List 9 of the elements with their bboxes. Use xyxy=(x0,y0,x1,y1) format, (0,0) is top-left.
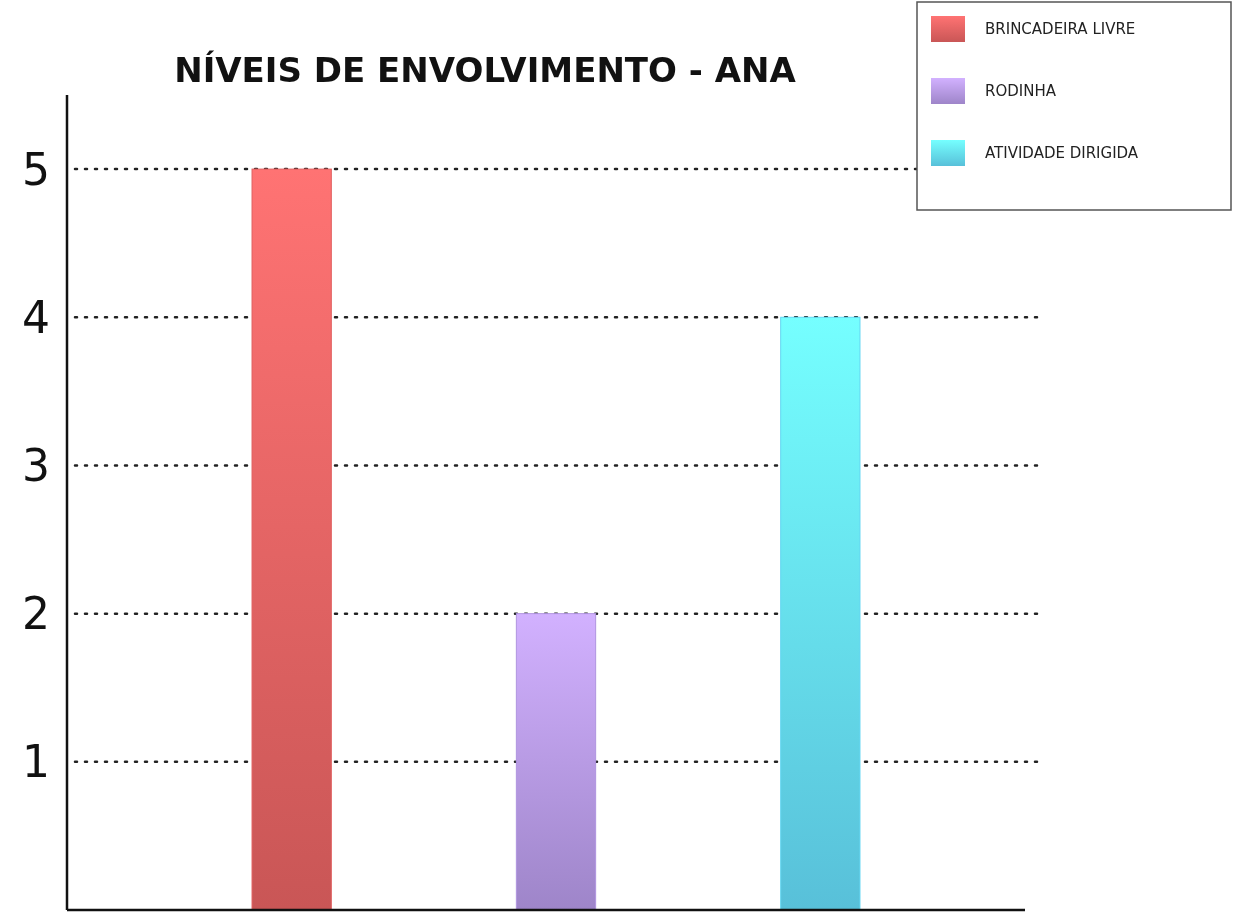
y-tick-label: 5 xyxy=(22,143,50,195)
legend-label: ATIVIDADE DIRIGIDA xyxy=(985,144,1139,162)
legend-label: RODINHA xyxy=(985,82,1057,100)
legend-label: BRINCADEIRA LIVRE xyxy=(985,20,1136,38)
y-tick-label: 2 xyxy=(22,588,50,640)
y-tick-label: 1 xyxy=(22,736,50,788)
y-tick-label: 4 xyxy=(22,291,50,343)
y-tick-label: 3 xyxy=(22,439,50,491)
chart-title: NÍVEIS DE ENVOLVIMENTO - ANA xyxy=(174,50,797,90)
